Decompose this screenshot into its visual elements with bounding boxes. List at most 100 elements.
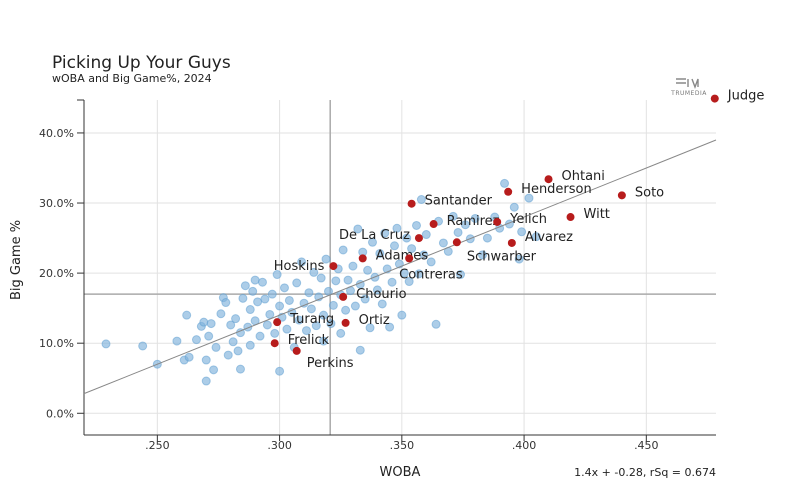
trumedia-logo: TRUMEDIA <box>670 78 707 97</box>
player-point <box>482 233 492 243</box>
x-tick-label: .400 <box>512 439 537 452</box>
y-tick-label: 0.0% <box>46 407 74 420</box>
player-point <box>524 193 534 203</box>
player-point <box>460 220 470 230</box>
player-label: Contreras <box>399 267 463 282</box>
player-point <box>184 352 194 362</box>
player-point <box>272 270 282 280</box>
player-point <box>309 267 319 277</box>
y-tick-label: 30.0% <box>39 197 74 210</box>
player-point <box>389 241 399 251</box>
axes: .250 .300 .350 .400 .450 0.0% 10.0% 20.0% 30.0% 4… <box>39 99 716 452</box>
player-point <box>341 305 351 315</box>
highlighted-point <box>710 94 719 103</box>
player-point <box>328 300 338 310</box>
highlighted-point <box>429 220 438 229</box>
player-point <box>416 195 426 205</box>
player-point <box>421 230 431 240</box>
player-point <box>250 275 260 285</box>
highlighted-point <box>544 175 553 184</box>
player-point <box>372 285 382 295</box>
player-point <box>311 321 321 331</box>
player-point <box>360 294 370 304</box>
player-point <box>326 319 336 329</box>
player-point <box>412 220 422 230</box>
player-label: De La Cruz <box>339 228 410 243</box>
player-point <box>380 228 390 238</box>
player-point <box>240 281 250 291</box>
player-point <box>431 319 441 329</box>
player-point <box>336 328 346 338</box>
player-point <box>321 254 331 264</box>
player-point <box>414 269 424 279</box>
highlighted-point <box>292 346 301 355</box>
player-point <box>338 245 348 255</box>
y-tick-label: 10.0% <box>39 337 74 350</box>
player-label: Frelick <box>288 333 330 348</box>
player-point <box>304 288 314 298</box>
y-axis-label: Big Game % <box>9 220 24 300</box>
player-point <box>343 275 353 285</box>
player-point <box>191 335 201 345</box>
player-point <box>348 261 358 271</box>
player-point <box>199 317 209 327</box>
player-point <box>231 314 241 324</box>
player-point <box>448 211 458 221</box>
highlighted-point <box>507 238 516 247</box>
player-point <box>350 301 360 311</box>
highlighted-point <box>270 339 279 348</box>
player-point <box>365 323 375 333</box>
player-point <box>531 232 541 242</box>
highlighted-point <box>358 254 367 263</box>
player-point <box>331 276 341 286</box>
player-label: Judge <box>727 89 765 104</box>
player-point <box>319 336 329 346</box>
player-label: Adames <box>376 248 429 263</box>
player-point <box>279 283 289 293</box>
player-point <box>387 277 397 287</box>
player-point <box>470 213 480 223</box>
player-point <box>353 224 363 234</box>
player-point <box>456 270 466 280</box>
player-point <box>306 304 316 314</box>
other-players <box>101 178 541 386</box>
highlighted-point <box>339 292 348 301</box>
player-point <box>363 265 373 275</box>
player-point <box>257 277 267 287</box>
player-point <box>367 237 377 247</box>
player-point <box>407 244 417 254</box>
player-label: Santander <box>425 194 493 209</box>
chart-subtitle: wOBA and Big Game%, 2024 <box>52 72 212 85</box>
player-point <box>500 178 510 188</box>
player-point <box>172 336 182 346</box>
player-point <box>399 268 409 278</box>
player-label: Ramirez <box>447 214 500 229</box>
highlighted-point <box>329 262 338 271</box>
highlighted-point <box>341 318 350 327</box>
player-point <box>426 257 436 267</box>
player-point <box>255 331 265 341</box>
x-tick-label: .350 <box>390 439 415 452</box>
player-point <box>270 328 280 338</box>
player-point <box>211 342 221 352</box>
player-label: Chourio <box>356 287 406 302</box>
highlighted-point <box>452 238 461 247</box>
player-point <box>301 326 311 336</box>
player-point <box>221 298 231 308</box>
player-point <box>201 355 211 365</box>
highlighted-point <box>407 199 416 208</box>
highlighted-point <box>504 187 513 196</box>
player-point <box>355 345 365 355</box>
player-point <box>402 233 412 243</box>
logo-text: TRUMEDIA <box>670 90 707 97</box>
player-point <box>235 364 245 374</box>
player-label: Schwarber <box>467 249 537 264</box>
highlighted-point <box>617 191 626 200</box>
player-label: Soto <box>635 185 664 200</box>
player-point <box>228 337 238 347</box>
player-point <box>453 227 463 237</box>
x-tick-label: .250 <box>145 439 170 452</box>
x-tick-label: .300 <box>267 439 292 452</box>
x-tick-label: .450 <box>634 439 659 452</box>
